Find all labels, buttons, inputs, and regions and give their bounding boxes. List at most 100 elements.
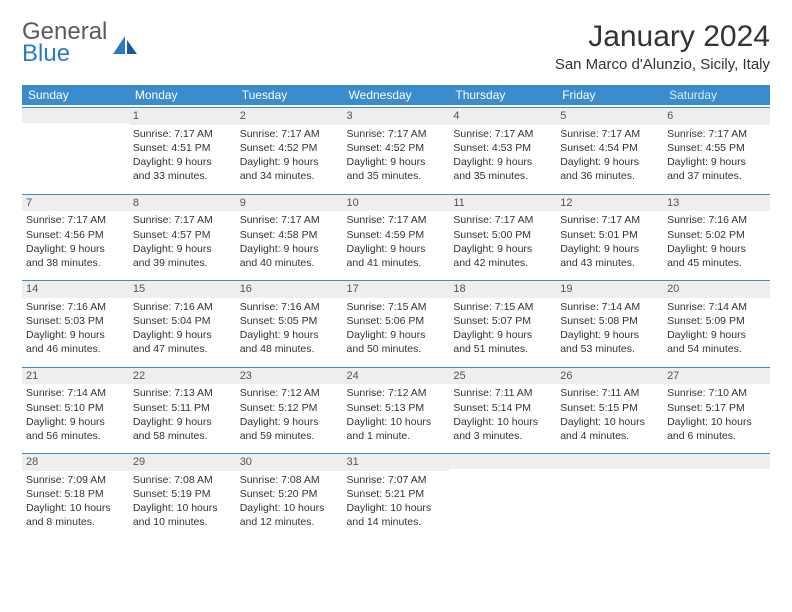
sunrise-line: Sunrise: 7:17 AM	[26, 214, 106, 226]
calendar-cell: 28 Sunrise: 7:09 AMSunset: 5:18 PMDayligh…	[22, 451, 129, 538]
day-info: Sunrise: 7:16 AMSunset: 5:03 PMDaylight:…	[26, 300, 125, 357]
daylight-line: Daylight: 9 hours and 33 minutes.	[133, 156, 212, 182]
sunrise-line: Sunrise: 7:16 AM	[667, 214, 747, 226]
sunrise-line: Sunrise: 7:16 AM	[133, 301, 213, 313]
day-number: 26	[556, 367, 663, 385]
calendar-cell: 12Sunrise: 7:17 AMSunset: 5:01 PMDayligh…	[556, 192, 663, 279]
day-number: 16	[236, 280, 343, 298]
day-header: Sunday	[22, 85, 129, 105]
daylight-line: Daylight: 10 hours and 14 minutes.	[347, 502, 432, 528]
sunrise-line: Sunrise: 7:12 AM	[240, 387, 320, 399]
day-info: Sunrise: 7:17 AMSunset: 4:52 PMDaylight:…	[347, 127, 446, 184]
calendar-cell: 13Sunrise: 7:16 AMSunset: 5:02 PMDayligh…	[663, 192, 770, 279]
sunset-line: Sunset: 5:20 PM	[240, 488, 318, 500]
calendar-cell: 30 Sunrise: 7:08 AMSunset: 5:20 PMDayligh…	[236, 451, 343, 538]
sunrise-line: Sunrise: 7:14 AM	[26, 387, 106, 399]
sunset-line: Sunset: 5:04 PM	[133, 315, 211, 327]
sunset-line: Sunset: 5:17 PM	[667, 402, 745, 414]
calendar-cell: 4Sunrise: 7:17 AMSunset: 4:53 PMDaylight…	[449, 105, 556, 192]
daylight-line: Daylight: 10 hours and 12 minutes.	[240, 502, 325, 528]
day-number: 28	[22, 453, 129, 471]
sunrise-line: Sunrise: 7:16 AM	[240, 301, 320, 313]
logo-text-block: General Blue	[22, 20, 107, 68]
sunset-line: Sunset: 5:19 PM	[133, 488, 211, 500]
daylight-line: Daylight: 9 hours and 46 minutes.	[26, 329, 105, 355]
day-info: Sunrise: 7:08 AMSunset: 5:20 PMDaylight:…	[240, 473, 339, 530]
daylight-line: Daylight: 9 hours and 50 minutes.	[347, 329, 426, 355]
sunset-line: Sunset: 5:21 PM	[347, 488, 425, 500]
calendar-cell: 6Sunrise: 7:17 AMSunset: 4:55 PMDaylight…	[663, 105, 770, 192]
day-number: 10	[343, 194, 450, 212]
sunset-line: Sunset: 5:13 PM	[347, 402, 425, 414]
daylight-line: Daylight: 9 hours and 43 minutes.	[560, 243, 639, 269]
calendar-cell: 5Sunrise: 7:17 AMSunset: 4:54 PMDaylight…	[556, 105, 663, 192]
day-header: Friday	[556, 85, 663, 105]
daylight-line: Daylight: 9 hours and 45 minutes.	[667, 243, 746, 269]
calendar-cell: 29Sunrise: 7:08 AMSunset: 5:19 PMDayligh…	[129, 451, 236, 538]
daylight-line: Daylight: 9 hours and 38 minutes.	[26, 243, 105, 269]
day-info: Sunrise: 7:16 AMSunset: 5:05 PMDaylight:…	[240, 300, 339, 357]
sunset-line: Sunset: 5:14 PM	[453, 402, 531, 414]
daylight-line: Daylight: 9 hours and 36 minutes.	[560, 156, 639, 182]
sunset-line: Sunset: 4:56 PM	[26, 229, 104, 241]
sunrise-line: Sunrise: 7:17 AM	[453, 214, 533, 226]
day-number-empty	[449, 453, 556, 469]
sunrise-line: Sunrise: 7:17 AM	[667, 128, 747, 140]
calendar-cell: 2 Sunrise: 7:17 AMSunset: 4:52 PMDaylight…	[236, 105, 343, 192]
daylight-line: Daylight: 9 hours and 58 minutes.	[133, 416, 212, 442]
day-number: 6	[663, 107, 770, 125]
sunrise-line: Sunrise: 7:17 AM	[560, 214, 640, 226]
day-info: Sunrise: 7:09 AMSunset: 5:18 PMDaylight:…	[26, 473, 125, 530]
calendar-cell	[22, 105, 129, 192]
day-info: Sunrise: 7:12 AMSunset: 5:13 PMDaylight:…	[347, 386, 446, 443]
sunset-line: Sunset: 4:55 PM	[667, 142, 745, 154]
day-number: 21	[22, 367, 129, 385]
day-number: 11	[449, 194, 556, 212]
calendar-cell	[449, 451, 556, 538]
sunset-line: Sunset: 5:08 PM	[560, 315, 638, 327]
daylight-line: Daylight: 10 hours and 3 minutes.	[453, 416, 538, 442]
sunset-line: Sunset: 5:03 PM	[26, 315, 104, 327]
sunset-line: Sunset: 5:05 PM	[240, 315, 318, 327]
sunrise-line: Sunrise: 7:14 AM	[667, 301, 747, 313]
calendar-cell: 11Sunrise: 7:17 AMSunset: 5:00 PMDayligh…	[449, 192, 556, 279]
day-number-empty	[22, 107, 129, 123]
day-info: Sunrise: 7:17 AMSunset: 4:52 PMDaylight:…	[240, 127, 339, 184]
sunrise-line: Sunrise: 7:09 AM	[26, 474, 106, 486]
day-number: 15	[129, 280, 236, 298]
daylight-line: Daylight: 9 hours and 35 minutes.	[453, 156, 532, 182]
sunrise-line: Sunrise: 7:17 AM	[347, 128, 427, 140]
day-info: Sunrise: 7:13 AMSunset: 5:11 PMDaylight:…	[133, 386, 232, 443]
sunrise-line: Sunrise: 7:14 AM	[560, 301, 640, 313]
header: General Blue January 2024 San Marco d'Al…	[22, 20, 770, 73]
daylight-line: Daylight: 9 hours and 51 minutes.	[453, 329, 532, 355]
day-number: 2	[236, 107, 343, 125]
sunrise-line: Sunrise: 7:17 AM	[133, 128, 213, 140]
day-number: 23	[236, 367, 343, 385]
sunrise-line: Sunrise: 7:17 AM	[347, 214, 427, 226]
day-info: Sunrise: 7:11 AMSunset: 5:14 PMDaylight:…	[453, 386, 552, 443]
calendar-week-row: 21 Sunrise: 7:14 AM Sunset: 5:10 PM Dayligh…	[22, 365, 770, 452]
daylight-line: Daylight: 9 hours and 34 minutes.	[240, 156, 319, 182]
calendar-week-row: 14Sunrise: 7:16 AMSunset: 5:03 PMDayligh…	[22, 278, 770, 365]
day-info: Sunrise: 7:17 AMSunset: 5:01 PMDaylight:…	[560, 213, 659, 270]
daylight-line: Daylight: 9 hours and 54 minutes.	[667, 329, 746, 355]
daylight-line: Daylight: 9 hours and 42 minutes.	[453, 243, 532, 269]
calendar-table: SundayMondayTuesdayWednesdayThursdayFrid…	[22, 85, 770, 538]
daylight-line: Daylight: 9 hours and 35 minutes.	[347, 156, 426, 182]
location: San Marco d'Alunzio, Sicily, Italy	[555, 56, 770, 73]
day-number: 7	[22, 194, 129, 212]
sunset-line: Sunset: 5:10 PM	[26, 402, 104, 414]
day-number: 25	[449, 367, 556, 385]
logo-sail-icon	[111, 34, 139, 56]
day-number: 20	[663, 280, 770, 298]
sunset-line: Sunset: 5:06 PM	[347, 315, 425, 327]
daylight-line: Daylight: 9 hours and 39 minutes.	[133, 243, 212, 269]
sunset-line: Sunset: 5:11 PM	[133, 402, 210, 414]
calendar-cell: 9Sunrise: 7:17 AMSunset: 4:58 PMDaylight…	[236, 192, 343, 279]
day-number: 30	[236, 453, 343, 471]
sunrise-line: Sunrise: 7:15 AM	[453, 301, 533, 313]
day-info: Sunrise: 7:16 AMSunset: 5:04 PMDaylight:…	[133, 300, 232, 357]
sunset-line: Sunset: 4:53 PM	[453, 142, 531, 154]
daylight-line: Daylight: 9 hours and 56 minutes.	[26, 416, 105, 442]
